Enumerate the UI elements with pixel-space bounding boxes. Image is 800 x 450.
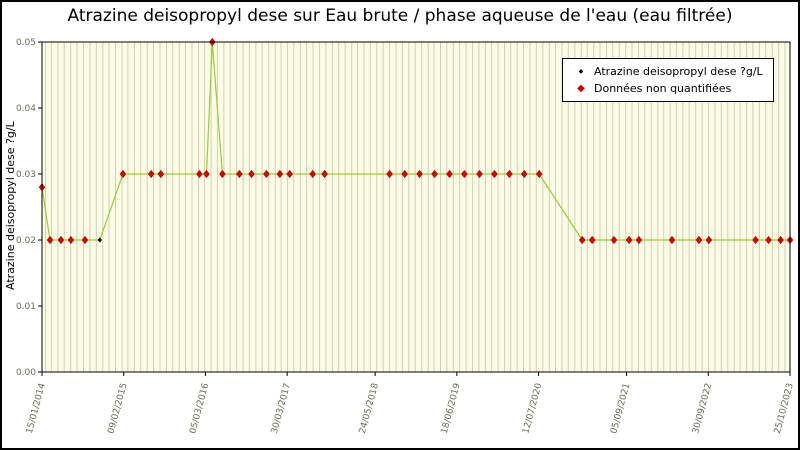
y-tick-label: 0.00 <box>16 368 36 378</box>
data-point-nonquantified <box>157 169 165 179</box>
plot-border <box>41 41 791 373</box>
x-tick-label: 12/07/2020 <box>521 382 544 435</box>
data-point-nonquantified <box>765 235 772 245</box>
data-point-nonquantified <box>535 169 543 179</box>
data-point-nonquantified <box>248 169 255 179</box>
data-point-nonquantified <box>401 169 409 179</box>
data-point-nonquantified <box>203 169 210 179</box>
data-point-nonquantified <box>119 169 127 179</box>
x-tick-label: 30/09/2022 <box>691 382 714 435</box>
data-point-nonquantified <box>57 235 65 245</box>
data-point-nonquantified <box>491 169 498 179</box>
legend-item-series: ◆ Atrazine deisopropyl dese ?g/L <box>573 65 763 78</box>
legend-label-nonquantified: Données non quantifiées <box>594 82 732 95</box>
data-point-nonquantified <box>610 235 618 245</box>
data-point-nonquantified <box>67 235 75 245</box>
data-point-nonquantified <box>147 169 155 179</box>
black-diamond-icon: ◆ <box>578 67 584 75</box>
data-point-nonquantified <box>431 169 438 179</box>
legend: ◆ Atrazine deisopropyl dese ?g/L ◆ Donné… <box>562 58 774 102</box>
data-point-nonquantified <box>81 235 89 245</box>
data-point-nonquantified <box>46 235 54 245</box>
data-point-nonquantified <box>446 169 453 179</box>
data-point-nonquantified <box>309 169 317 179</box>
data-point-nonquantified <box>506 169 513 179</box>
x-tick-label: 25/10/2023 <box>773 382 796 435</box>
data-point-nonquantified <box>777 235 784 245</box>
x-tick-label: 09/02/2015 <box>107 382 130 435</box>
red-diamond-icon: ◆ <box>577 82 585 94</box>
data-point-nonquantified <box>695 235 703 245</box>
x-tick-label: 24/05/2018 <box>358 382 381 435</box>
data-point-nonquantified <box>286 169 294 179</box>
data-point-nonquantified <box>668 235 676 245</box>
data-point-nonquantified <box>578 235 586 245</box>
y-tick-label: 0.04 <box>16 104 36 114</box>
y-tick-label: 0.03 <box>16 170 36 180</box>
data-point-nonquantified <box>705 235 713 245</box>
x-tick-label: 05/09/2021 <box>609 382 632 435</box>
x-tick-label: 18/06/2019 <box>440 382 463 435</box>
y-tick-label: 0.01 <box>16 302 36 312</box>
data-point-nonquantified <box>386 169 393 179</box>
data-point-nonquantified <box>236 169 243 179</box>
y-tick-label: 0.05 <box>16 38 36 48</box>
data-point-nonquantified <box>588 235 596 245</box>
data-point-nonquantified <box>752 235 759 245</box>
data-point-nonquantified <box>276 169 284 179</box>
x-tick-label: 05/03/2016 <box>188 382 211 435</box>
legend-item-nonquantified: ◆ Données non quantifiées <box>573 82 763 95</box>
y-axis-label: Atrazine deisopropyl dese ?g/L <box>4 121 17 291</box>
data-point-nonquantified <box>461 169 468 179</box>
data-point-nonquantified <box>263 169 270 179</box>
data-point-nonquantified <box>476 169 483 179</box>
chart-title: Atrazine deisopropyl dese sur Eau brute … <box>67 6 733 26</box>
data-point-nonquantified <box>219 169 226 179</box>
data-point-nonquantified <box>625 235 633 245</box>
data-point-nonquantified <box>635 235 643 245</box>
x-tick-label: 30/03/2017 <box>270 382 293 435</box>
data-point-nonquantified <box>416 169 423 179</box>
data-point-nonquantified <box>520 169 528 179</box>
x-tick-label: 15/01/2014 <box>25 382 48 435</box>
data-point-quantified <box>97 237 102 243</box>
legend-label-series: Atrazine deisopropyl dese ?g/L <box>594 65 763 78</box>
y-tick-label: 0.02 <box>16 236 36 246</box>
data-point-nonquantified <box>321 169 328 179</box>
data-point-nonquantified <box>196 169 203 179</box>
